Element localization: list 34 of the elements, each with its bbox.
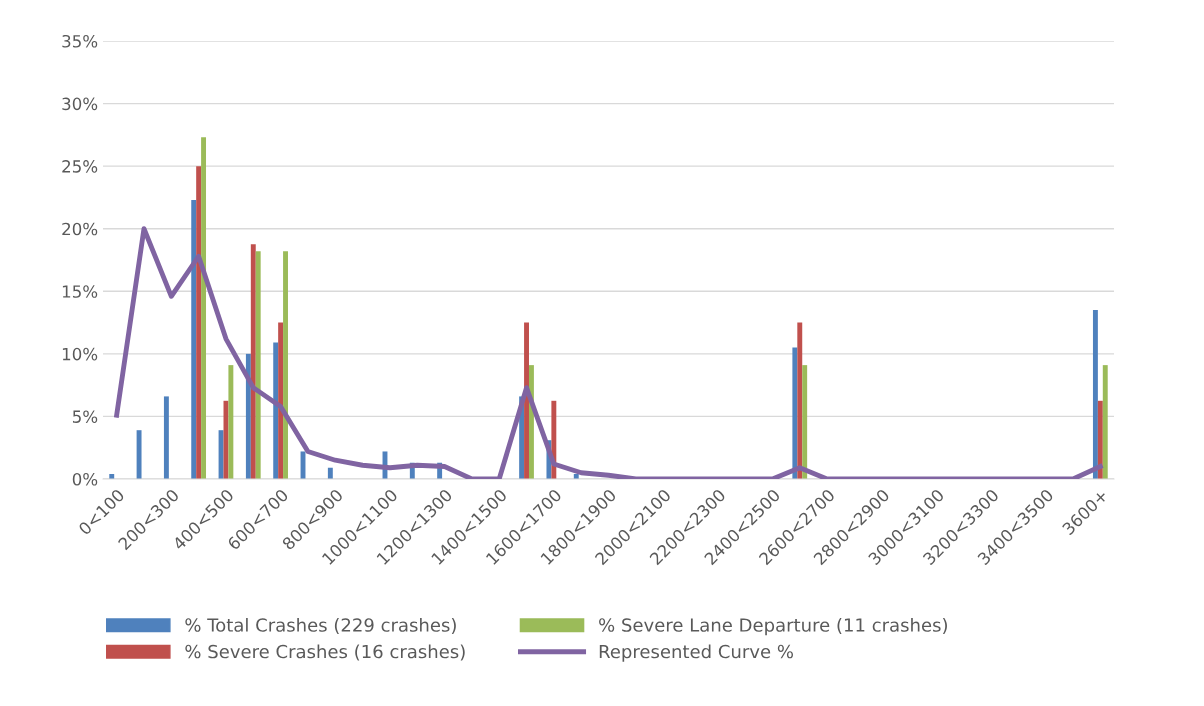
- legend-label: % Total Crashes (229 crashes): [185, 617, 456, 634]
- bar: [283, 251, 288, 479]
- bar: [255, 251, 261, 479]
- line-series: [114, 226, 1103, 479]
- bar: [1097, 400, 1103, 479]
- bar: [250, 244, 256, 479]
- bar: [1092, 310, 1098, 479]
- y-tick-label: 0%: [72, 472, 98, 486]
- bar: [802, 365, 808, 479]
- bar: [797, 322, 803, 479]
- y-tick-label: 25%: [62, 160, 98, 173]
- bar: [191, 199, 197, 479]
- bar: [136, 430, 142, 479]
- bar: [196, 166, 202, 479]
- legend-label: % Severe Lane Departure (11 crashes): [599, 617, 947, 636]
- bar: [228, 365, 234, 479]
- bar: [524, 322, 529, 479]
- y-tick-label: 30%: [62, 97, 98, 111]
- legend-label: Represented Curve %: [599, 644, 793, 662]
- bar: [278, 322, 284, 479]
- bar: [792, 347, 798, 479]
- bar: [327, 467, 333, 479]
- bar: [218, 430, 224, 479]
- y-tick-label: 20%: [62, 222, 98, 236]
- y-tick-label: 10%: [62, 347, 98, 361]
- y-tick-label: 35%: [62, 34, 98, 48]
- bar: [1102, 365, 1108, 479]
- y-tick-label: 15%: [62, 285, 98, 298]
- y-tick-label: 5%: [72, 410, 98, 423]
- bar: [245, 353, 251, 479]
- bar: [273, 342, 279, 479]
- bar: [163, 396, 169, 479]
- bar: [201, 137, 207, 479]
- legend-label: % Severe Crashes (16 crashes): [185, 644, 465, 661]
